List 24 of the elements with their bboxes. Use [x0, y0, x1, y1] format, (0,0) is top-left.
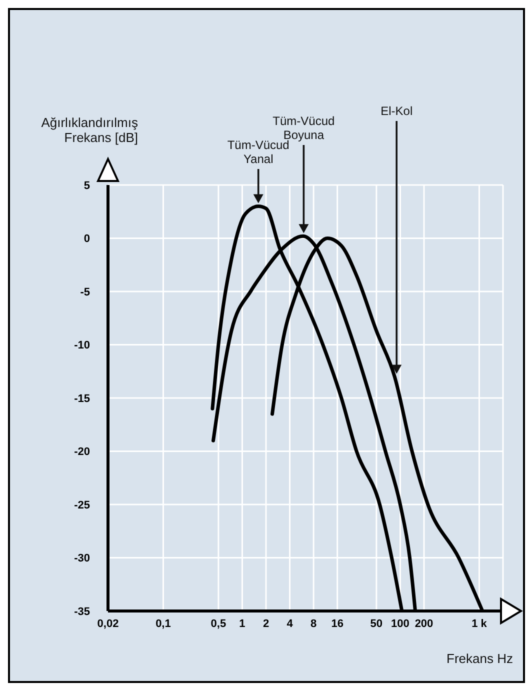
x-tick-label: 1 k: [472, 618, 488, 630]
y-tick-label: -20: [74, 446, 90, 458]
x-tick-label: 4: [286, 618, 294, 630]
annotation: El-Kol: [380, 104, 413, 118]
x-axis-title: Frekans Hz: [446, 651, 513, 666]
x-tick-label: 8: [310, 618, 317, 630]
y-tick-label: -10: [74, 340, 90, 352]
y-tick-label: -35: [74, 606, 90, 618]
y-tick-label: 5: [84, 180, 90, 192]
x-tick-label: 100: [391, 618, 410, 630]
x-tick-label: 0,02: [97, 618, 119, 630]
y-tick-label: 0: [84, 233, 90, 246]
x-tick-label: 16: [331, 618, 344, 630]
x-tick-label: 50: [370, 618, 383, 630]
y-axis-title: Ağırlıklandırılmış Frekans [dB]: [41, 115, 138, 145]
y-tick-label: -15: [74, 392, 90, 405]
y-tick-label: -30: [74, 552, 90, 565]
y-tick-label: -5: [80, 286, 90, 298]
x-tick-label: 200: [414, 618, 434, 630]
x-tick-label: 0,1: [156, 618, 171, 630]
x-tick-label: 2: [262, 618, 270, 630]
x-tick-label: 1: [239, 618, 246, 630]
y-tick-label: -25: [74, 499, 90, 512]
x-tick-label: 0,5: [210, 618, 226, 630]
